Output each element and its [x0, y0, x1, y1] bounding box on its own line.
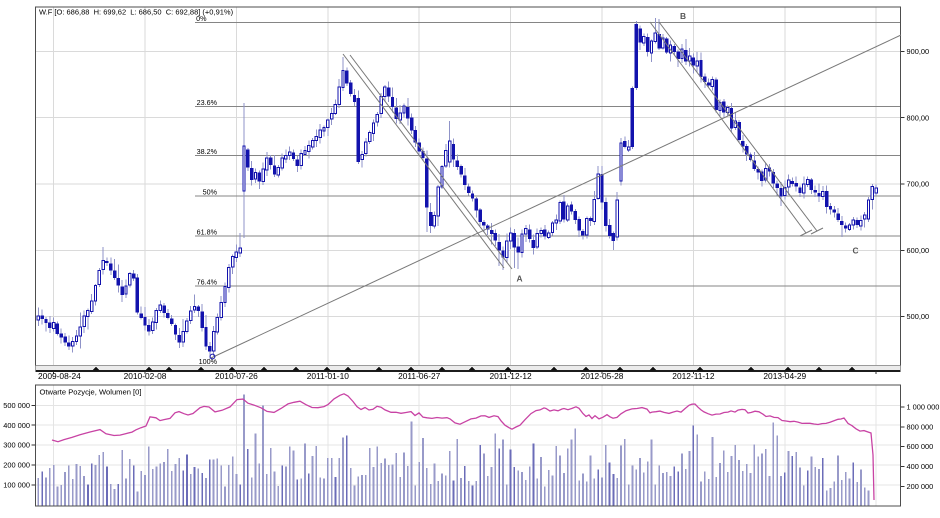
svg-text:2011-01-10: 2011-01-10 — [307, 371, 350, 381]
svg-text:200 000: 200 000 — [3, 461, 30, 470]
svg-text:700,00: 700,00 — [907, 180, 930, 189]
svg-text:900,00: 900,00 — [907, 47, 930, 56]
svg-text:400 000: 400 000 — [3, 421, 30, 430]
svg-text:100 000: 100 000 — [3, 480, 30, 489]
svg-text:2011-12-12: 2011-12-12 — [489, 371, 532, 381]
svg-text:2011-06-27: 2011-06-27 — [398, 371, 441, 381]
svg-text:500,00: 500,00 — [907, 312, 930, 321]
svg-text:50%: 50% — [203, 188, 218, 197]
svg-text:100%: 100% — [199, 357, 218, 366]
svg-text:2012-05-28: 2012-05-28 — [581, 371, 624, 381]
svg-text:0%: 0% — [196, 14, 207, 23]
svg-text:2009-08-24: 2009-08-24 — [38, 371, 81, 381]
svg-text:300 000: 300 000 — [3, 441, 30, 450]
svg-text:C: C — [852, 246, 858, 256]
svg-text:1 000 000: 1 000 000 — [907, 403, 940, 412]
svg-text:38.2%: 38.2% — [197, 147, 218, 156]
svg-text:2012-11-12: 2012-11-12 — [672, 371, 715, 381]
svg-text:A: A — [516, 274, 522, 284]
svg-text:600 000: 600 000 — [907, 442, 934, 451]
svg-text:400 000: 400 000 — [907, 462, 934, 471]
svg-text:W.F [O: 686,88 H: 699,62 L:: W.F [O: 686,88 H: 699,62 L: 686,50 C: 69… — [39, 8, 234, 17]
svg-text:2010-02-08: 2010-02-08 — [124, 371, 167, 381]
svg-text:600,00: 600,00 — [907, 246, 930, 255]
svg-text:800 000: 800 000 — [907, 422, 934, 431]
svg-text:2010-07-26: 2010-07-26 — [215, 371, 258, 381]
svg-text:200 000: 200 000 — [907, 482, 934, 491]
svg-text:B: B — [680, 11, 686, 21]
svg-text:2013-04-29: 2013-04-29 — [763, 371, 806, 381]
svg-text:23.6%: 23.6% — [197, 98, 218, 107]
svg-text:76.4%: 76.4% — [197, 278, 218, 287]
svg-text:500 000: 500 000 — [3, 401, 30, 410]
svg-text:Otwarte Pozycje, Wolumen [0]: Otwarte Pozycje, Wolumen [0] — [40, 388, 142, 397]
svg-text:800,00: 800,00 — [907, 113, 930, 122]
svg-text:61.8%: 61.8% — [197, 227, 218, 236]
